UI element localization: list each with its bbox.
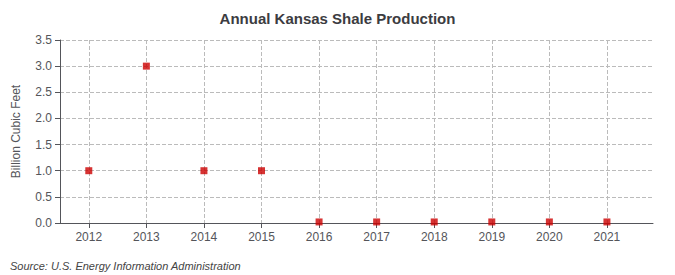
svg-text:2016: 2016 — [306, 230, 333, 244]
svg-text:0.5: 0.5 — [35, 190, 52, 204]
svg-text:2014: 2014 — [191, 230, 218, 244]
svg-text:2015: 2015 — [248, 230, 275, 244]
svg-text:0.0: 0.0 — [35, 216, 52, 230]
svg-text:2.0: 2.0 — [35, 111, 52, 125]
svg-text:2018: 2018 — [421, 230, 448, 244]
svg-text:2021: 2021 — [594, 230, 621, 244]
svg-text:1.0: 1.0 — [35, 164, 52, 178]
svg-text:Source: U.S. Energy Informatio: Source: U.S. Energy Information Administ… — [10, 260, 241, 272]
svg-text:3.5: 3.5 — [35, 33, 52, 47]
svg-text:2017: 2017 — [363, 230, 390, 244]
svg-text:1.5: 1.5 — [35, 138, 52, 152]
svg-text:Billion Cubic Feet: Billion Cubic Feet — [9, 84, 23, 178]
svg-text:2020: 2020 — [536, 230, 563, 244]
svg-text:2012: 2012 — [75, 230, 102, 244]
svg-text:3.0: 3.0 — [35, 59, 52, 73]
svg-text:2013: 2013 — [133, 230, 160, 244]
svg-text:2.5: 2.5 — [35, 85, 52, 99]
svg-text:2019: 2019 — [478, 230, 505, 244]
svg-text:Annual Kansas Shale Production: Annual Kansas Shale Production — [220, 10, 456, 27]
